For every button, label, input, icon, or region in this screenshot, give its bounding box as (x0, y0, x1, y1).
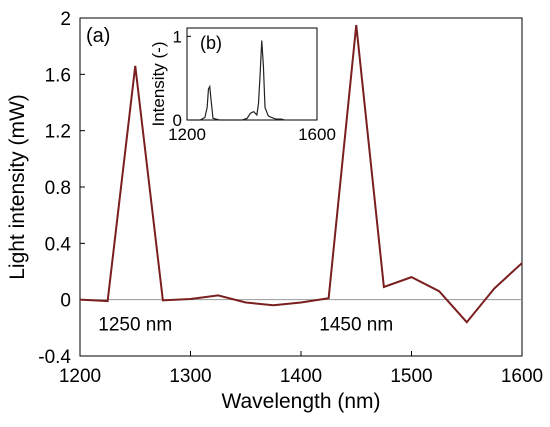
x-tick-label: 1200 (59, 366, 101, 387)
x-axis-title: Wavelength (nm) (221, 390, 380, 413)
series-line-0 (79, 24, 523, 324)
inset-plot-frame (186, 27, 318, 121)
x-tick-label: 1600 (501, 366, 543, 387)
y-tick-label: 0.4 (45, 234, 72, 255)
panel-label: (a) (86, 25, 110, 47)
inset-series-line-0 (190, 40, 285, 121)
y-tick-label: 2 (60, 9, 71, 30)
inset-plot: 1200 1600 0 1 (b) Intensity (-) (149, 27, 336, 144)
x-tick-label: 1300 (169, 366, 211, 387)
annotation: 1450 nm (319, 315, 393, 336)
inset-y-axis-title: Intensity (-) (149, 41, 168, 126)
x-tick-label: 1400 (280, 366, 322, 387)
inset-x-tick-label: 1600 (298, 125, 336, 144)
y-tick-label: 1.2 (45, 122, 71, 143)
y-tick-label: 1.6 (45, 65, 71, 86)
y-tick-label: -0.4 (38, 347, 71, 368)
x-tick-label: 1500 (390, 366, 432, 387)
annotation: 1250 nm (98, 315, 172, 336)
y-tick-label: 0.8 (45, 178, 71, 199)
y-axis-title: Light intensity (mW) (6, 94, 29, 280)
inset-y-tick-label: 0 (173, 111, 182, 130)
y-tick-label: 0 (60, 291, 71, 312)
inset-x-tick-label: 1200 (168, 125, 206, 144)
inset-y-tick-label: 1 (173, 27, 182, 46)
inset-panel-label: (b) (200, 33, 222, 53)
